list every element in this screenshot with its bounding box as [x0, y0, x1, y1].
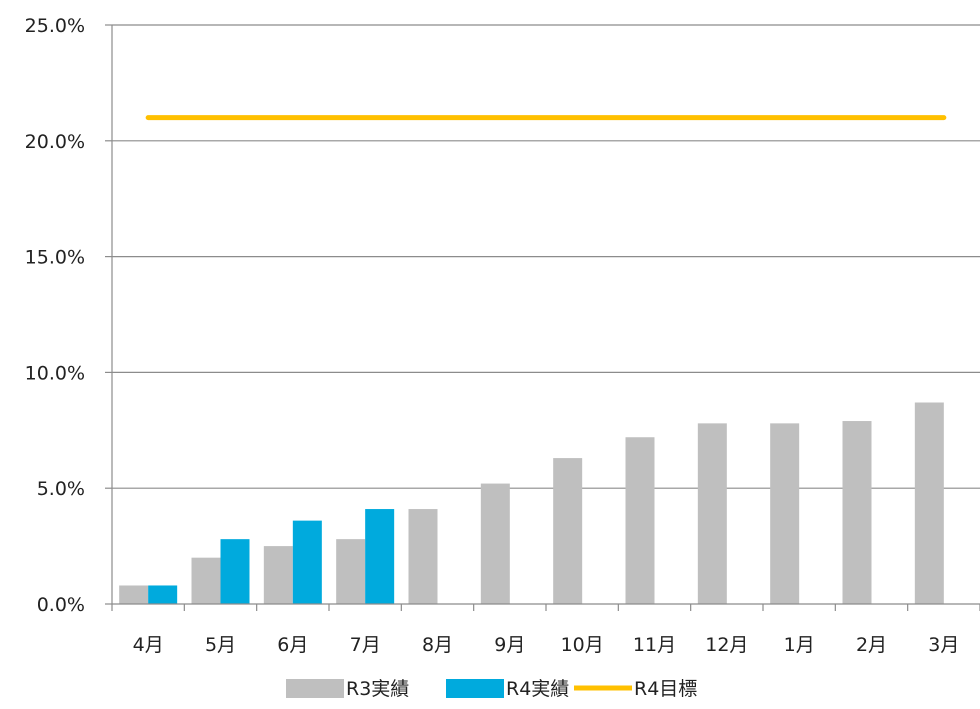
- bar-R3実績-8月: [408, 509, 438, 604]
- y-tick-label: 20.0%: [25, 131, 85, 153]
- x-tick-label: 7月: [350, 634, 381, 656]
- legend-swatch-R3実績: [286, 679, 344, 698]
- legend-label: R4目標: [634, 678, 697, 700]
- y-tick-label: 15.0%: [25, 247, 85, 269]
- bar-R4実績-6月: [292, 520, 322, 604]
- bar-R3実績-1月: [770, 423, 800, 604]
- legend: R3実績 R4実績 R4目標: [286, 678, 697, 700]
- bar-R3実績-10月: [553, 458, 583, 604]
- bars: [119, 402, 944, 604]
- x-tick-label: 6月: [277, 634, 308, 656]
- y-tick-label: 25.0%: [25, 15, 85, 37]
- y-axis: 0.0% 5.0% 10.0% 15.0% 20.0% 25.0%: [25, 15, 113, 616]
- bar-R4実績-7月: [365, 509, 395, 604]
- bar-R4実績-4月: [148, 585, 178, 604]
- x-tick-label: 9月: [494, 634, 525, 656]
- bar-R3実績-6月: [263, 546, 293, 604]
- x-tick-label: 11月: [633, 634, 676, 656]
- x-tick-label: 5月: [205, 634, 236, 656]
- x-tick-label: 12月: [705, 634, 748, 656]
- y-tick-label: 0.0%: [37, 594, 85, 616]
- legend-label: R4実績: [506, 678, 569, 700]
- x-axis: 4月 5月 6月 7月 8月 9月 10月 11月 12月 1月 2月 3月: [111, 603, 980, 656]
- bar-R3実績-4月: [119, 585, 149, 604]
- bar-R3実績-12月: [697, 423, 727, 604]
- x-tick-label: 1月: [784, 634, 815, 656]
- y-tick-label: 5.0%: [37, 478, 85, 500]
- bar-R3実績-5月: [191, 557, 221, 604]
- bar-R3実績-7月: [336, 539, 366, 604]
- bar-R3実績-9月: [480, 483, 510, 604]
- y-tick-label: 10.0%: [25, 362, 85, 384]
- gridlines: [112, 24, 980, 489]
- bar-R4実績-5月: [220, 539, 250, 604]
- bar-R3実績-3月: [914, 402, 944, 604]
- x-tick-label: 8月: [422, 634, 453, 656]
- x-tick-label: 10月: [561, 634, 604, 656]
- legend-label: R3実績: [346, 678, 409, 700]
- x-tick-label: 4月: [133, 634, 164, 656]
- bar-R3実績-11月: [625, 437, 655, 604]
- bar-R3実績-2月: [842, 421, 872, 604]
- x-tick-label: 3月: [928, 634, 959, 656]
- x-tick-label: 2月: [856, 634, 887, 656]
- legend-swatch-R4実績: [446, 679, 504, 698]
